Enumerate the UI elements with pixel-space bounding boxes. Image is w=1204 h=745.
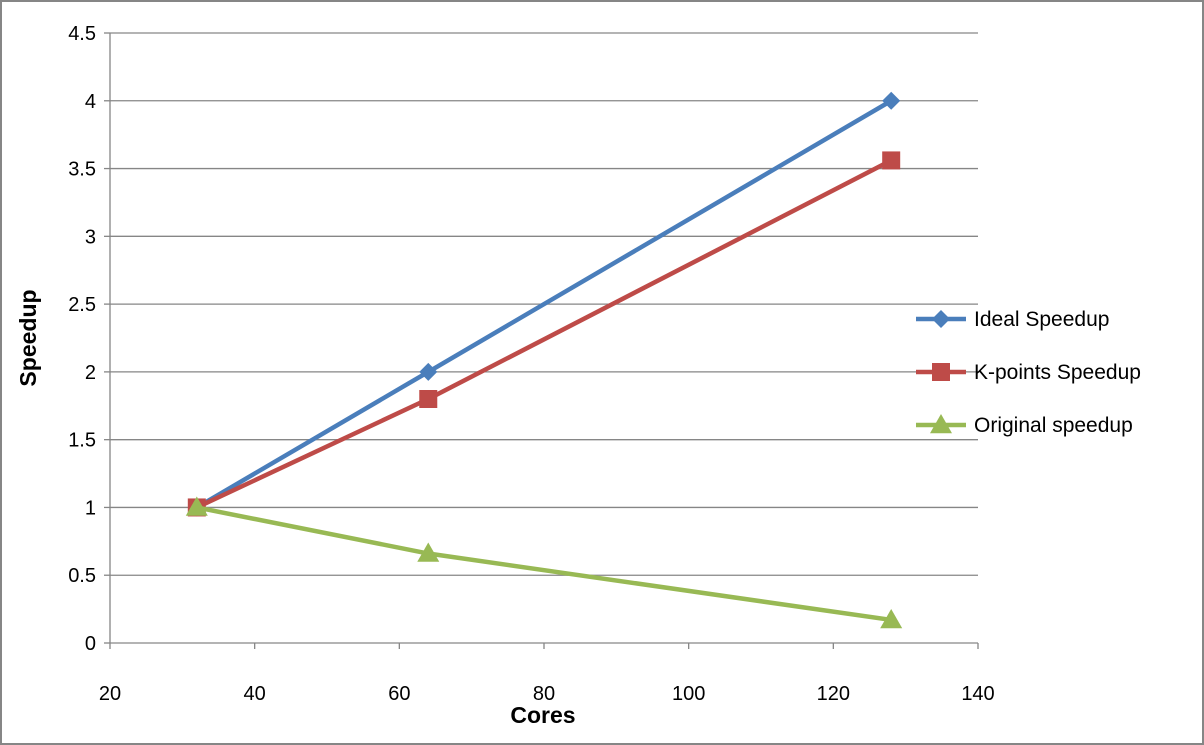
y-tick-label: 0 xyxy=(85,633,96,655)
series-line xyxy=(194,505,894,623)
legend-label: Original speedup xyxy=(974,414,1133,437)
y-tick-label: 1.5 xyxy=(68,430,96,452)
x-tick-label: 120 xyxy=(817,683,850,705)
x-tick-label: 100 xyxy=(672,683,705,705)
legend-label: K-points Speedup xyxy=(974,361,1141,384)
data-point-marker xyxy=(882,151,901,170)
legend-entry: K-points Speedup xyxy=(916,361,1141,384)
y-tick-label: 3 xyxy=(85,226,96,248)
y-tick-label: 4 xyxy=(85,91,96,113)
x-tick-label: 60 xyxy=(388,683,410,705)
legend-label: Ideal Speedup xyxy=(974,308,1109,331)
legend-entry: Ideal Speedup xyxy=(916,308,1109,331)
legend: Ideal Speedup K-points Speedup Original sp… xyxy=(916,308,1141,437)
gridlines xyxy=(110,32,978,576)
legend-marker-swatch xyxy=(930,414,952,434)
x-tick-label: 20 xyxy=(99,683,121,705)
series-original-speedup xyxy=(185,496,903,629)
x-tick-label: 80 xyxy=(533,683,555,705)
y-tick-label: 0.5 xyxy=(68,565,96,587)
legend-entry: Original speedup xyxy=(916,414,1133,437)
data-point-marker xyxy=(419,390,438,408)
y-tick-label: 3.5 xyxy=(68,159,96,181)
y-tick-label: 2 xyxy=(85,362,96,384)
x-axis-title: Cores xyxy=(510,702,575,728)
legend-marker-swatch xyxy=(932,310,950,328)
y-tick-label: 2.5 xyxy=(68,294,96,316)
axes: 0 0.5 1 1.5 2 2.5 3 3.5 4 4.5 20 40 60 80 100 120 140 xyxy=(68,23,995,705)
series-group xyxy=(185,91,903,629)
data-point-marker xyxy=(185,496,208,516)
y-tick-label: 4.5 xyxy=(68,23,96,45)
data-point-marker xyxy=(882,91,901,110)
series-k-points-speedup xyxy=(187,151,901,517)
y-tick-label: 1 xyxy=(85,497,96,519)
series-line xyxy=(194,158,894,510)
data-point-marker xyxy=(880,608,903,629)
data-point-marker xyxy=(417,542,440,562)
x-tick-label: 40 xyxy=(244,683,266,705)
data-point-marker xyxy=(419,362,438,381)
legend-marker-swatch xyxy=(932,363,950,381)
y-axis-title: Speedup xyxy=(15,289,41,386)
x-tick-label: 140 xyxy=(961,683,994,705)
